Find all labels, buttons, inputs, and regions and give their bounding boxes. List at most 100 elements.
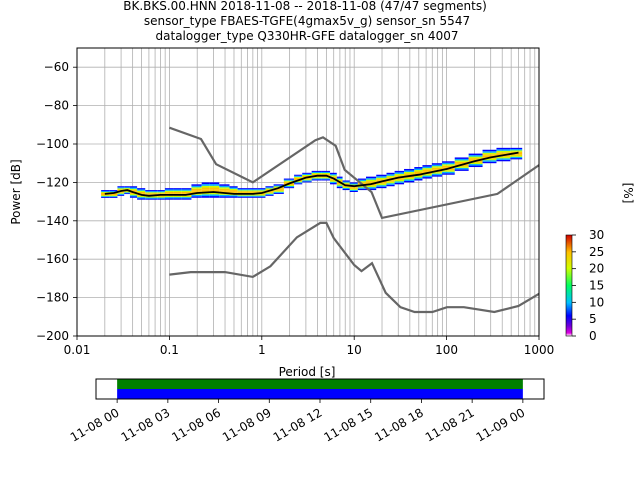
psd-cell xyxy=(357,187,366,189)
psd-cell xyxy=(181,195,192,198)
psd-cell xyxy=(496,159,511,162)
psd-cell xyxy=(219,187,230,189)
psd-cell xyxy=(124,191,130,193)
psd-cell xyxy=(454,157,469,159)
psd-cell xyxy=(137,198,146,200)
psd-cell xyxy=(124,186,130,188)
psd-cell xyxy=(302,181,312,183)
colorbar-tick-label: 25 xyxy=(589,245,604,259)
y-tick-label: −160 xyxy=(36,252,69,266)
psd-cell xyxy=(247,194,258,196)
psd-cell xyxy=(330,175,337,177)
psd-cell xyxy=(273,190,284,192)
psd-cell xyxy=(330,176,337,178)
psd-cell xyxy=(376,185,387,187)
psd-cell xyxy=(117,189,125,191)
psd-cell xyxy=(414,178,423,181)
psd-cell xyxy=(237,191,248,193)
psd-cell xyxy=(237,189,248,191)
psd-cell xyxy=(109,190,118,192)
psd-cell xyxy=(404,177,415,180)
psd-cell xyxy=(357,178,366,180)
psd-cell xyxy=(101,195,110,197)
psd-cell xyxy=(422,175,432,178)
psd-cell xyxy=(365,188,377,191)
psd-cell xyxy=(321,170,331,172)
psd-cell xyxy=(265,186,274,188)
psd-cell xyxy=(386,177,395,179)
psd-cell xyxy=(330,181,337,184)
psd-cell xyxy=(394,170,405,173)
psd-cell xyxy=(157,192,165,194)
psd-cell xyxy=(283,181,295,183)
x-tick-label: 0.01 xyxy=(64,343,91,357)
x-axis-label: Period [s] xyxy=(279,365,336,379)
psd-cell xyxy=(137,195,146,198)
y-tick-label: −200 xyxy=(36,329,69,343)
psd-cell xyxy=(294,177,303,179)
psd-cell xyxy=(357,186,366,188)
psd-cell xyxy=(237,188,248,190)
psd-cell xyxy=(365,179,377,182)
psd-cell xyxy=(342,186,350,188)
psd-cell xyxy=(237,196,248,198)
psd-cell xyxy=(510,149,523,151)
y-tick-label: −120 xyxy=(36,175,69,189)
psd-cell xyxy=(257,190,266,192)
psd-cell xyxy=(404,170,415,172)
psd-cell xyxy=(137,190,146,192)
psd-cell xyxy=(342,181,350,183)
psd-cell xyxy=(394,179,405,182)
psd-cell xyxy=(482,154,497,156)
psd-cell xyxy=(414,177,423,179)
psd-cell xyxy=(365,185,377,188)
psd-cell xyxy=(151,196,158,198)
psd-cell xyxy=(294,182,303,184)
psd-cell xyxy=(365,187,377,189)
psd-cell xyxy=(414,176,423,178)
psd-cell xyxy=(468,156,483,159)
availability-bar xyxy=(117,379,523,389)
psd-cell xyxy=(164,192,174,194)
psd-cell xyxy=(237,194,248,196)
psd-cell xyxy=(129,193,138,196)
psd-cell xyxy=(151,191,158,193)
psd-cell xyxy=(330,180,337,182)
psd-cell xyxy=(151,198,158,200)
psd-cell xyxy=(311,179,322,181)
psd-cell xyxy=(209,194,220,197)
psd-cell xyxy=(191,184,202,186)
psd-cell xyxy=(496,158,511,160)
psd-cell xyxy=(164,193,174,195)
psd-cell xyxy=(482,160,497,162)
psd-cell xyxy=(330,174,337,176)
psd-cell xyxy=(273,184,284,186)
psd-cell xyxy=(482,158,497,161)
psd-cell xyxy=(454,166,469,168)
colorbar-tick-label: 15 xyxy=(589,279,604,293)
psd-cell xyxy=(482,161,497,164)
psd-cell xyxy=(496,156,511,159)
psd-cell xyxy=(117,192,125,194)
psd-cell xyxy=(229,196,238,198)
availability-bar xyxy=(117,389,523,399)
psd-cell xyxy=(510,158,523,160)
psd-cell xyxy=(422,169,432,172)
psd-cell xyxy=(109,195,118,197)
psd-cell xyxy=(219,194,230,197)
psd-cell xyxy=(376,179,387,181)
x-axis-ticks: 0.01 0.1 1 10 100 1000 xyxy=(64,336,554,357)
psd-cell xyxy=(173,197,182,199)
psd-cell xyxy=(321,171,331,174)
psd-cell xyxy=(109,194,118,196)
psd-cell xyxy=(219,188,230,191)
psd-cell xyxy=(229,186,238,188)
psd-cell xyxy=(302,173,312,175)
psd-cell xyxy=(431,172,443,174)
psd-cell xyxy=(181,192,192,194)
psd-cell xyxy=(431,163,443,165)
psd-cell xyxy=(164,189,174,191)
psd-cell xyxy=(422,165,432,167)
psd-cell xyxy=(117,194,125,196)
